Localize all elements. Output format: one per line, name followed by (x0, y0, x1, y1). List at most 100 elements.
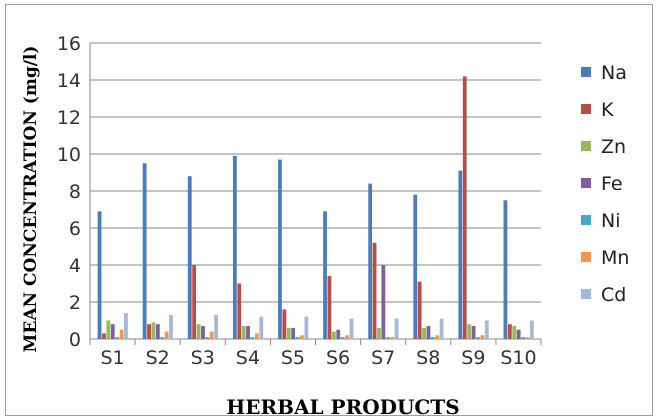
bar-k-s8 (417, 281, 422, 339)
y-tick-label: 0 (69, 329, 81, 351)
bar-ni-s8 (430, 337, 435, 339)
bar-cd-s9 (484, 320, 489, 339)
legend-swatch-zn (581, 141, 591, 151)
bars (97, 76, 534, 340)
legend-swatch-cd (581, 289, 591, 299)
legend-swatch-ni (581, 215, 591, 225)
bar-fe-s9 (471, 326, 476, 339)
bar-k-s3 (192, 265, 197, 339)
legend-swatch-fe (581, 178, 591, 188)
bar-ni-s4 (250, 337, 255, 339)
bar-zn-s5 (286, 327, 291, 339)
bar-cd-s1 (124, 313, 128, 339)
bar-na-s10 (503, 200, 508, 339)
bar-k-s1 (102, 333, 106, 339)
x-tick-label: S2 (146, 347, 170, 369)
legend-label-cd: Cd (601, 284, 626, 306)
bar-mn-s9 (480, 335, 485, 339)
bar-fe-s7 (381, 265, 386, 339)
y-tick-label: 2 (69, 292, 81, 314)
bar-k-s7 (372, 242, 377, 339)
bar-ni-s5 (295, 337, 300, 339)
x-axis-title: HERBAL PRODUCTS (226, 395, 459, 419)
bar-cd-s10 (529, 320, 534, 339)
bar-mn-s5 (300, 335, 304, 339)
bar-na-s2 (142, 163, 147, 339)
bar-k-s5 (282, 309, 287, 339)
bar-cd-s3 (214, 314, 219, 339)
bar-zn-s8 (422, 327, 426, 339)
bar-na-s5 (278, 159, 282, 339)
x-tick-label: S8 (416, 347, 440, 369)
y-tick-label: 10 (57, 144, 81, 166)
bar-mn-s4 (254, 333, 259, 339)
bar-zn-s7 (377, 327, 381, 339)
bar-na-s9 (458, 170, 463, 339)
bar-cd-s6 (349, 318, 354, 339)
bar-na-s1 (97, 211, 102, 339)
bar-k-s6 (327, 276, 332, 339)
bar-zn-s1 (106, 320, 111, 339)
bar-cd-s7 (394, 318, 399, 339)
bar-ni-s1 (115, 337, 120, 339)
y-tick-label: 14 (57, 70, 81, 92)
bar-zn-s10 (512, 326, 517, 339)
bar-na-s4 (232, 155, 237, 339)
bar-k-s4 (237, 283, 242, 339)
bar-k-s10 (507, 324, 512, 339)
bar-zn-s2 (151, 322, 156, 339)
bar-fe-s10 (516, 329, 521, 339)
bar-k-s2 (147, 324, 151, 339)
bar-ni-s2 (160, 337, 165, 339)
bar-fe-s1 (110, 324, 115, 339)
bar-na-s8 (413, 194, 418, 339)
chart-frame (5, 4, 653, 416)
x-tick-labels: S1 S2 S3 S4 S5 S6 S7 S8 S9 S10 (89, 339, 542, 369)
bar-k-s9 (462, 76, 467, 340)
bar-ni-s3 (205, 337, 210, 339)
x-tick-label: S10 (500, 347, 536, 369)
y-tick-labels: 0 2 4 6 8 10 12 14 16 (57, 33, 81, 351)
x-tick-label: S9 (461, 347, 485, 369)
y-axis-title: MEAN CONCENTRATION (mg/l) (21, 46, 41, 353)
bar-zn-s9 (467, 324, 472, 339)
legend-label-k: K (601, 99, 614, 121)
x-tick-label: S7 (371, 347, 395, 369)
bar-mn-s3 (209, 331, 214, 339)
bar-zn-s3 (196, 324, 201, 339)
bar-ni-s9 (476, 337, 480, 339)
bar-na-s3 (187, 176, 192, 339)
bar-cd-s8 (439, 318, 444, 339)
bar-fe-s3 (201, 326, 205, 339)
bar-cd-s4 (259, 316, 264, 339)
y-tick-label: 8 (69, 181, 81, 203)
bar-mn-s1 (119, 329, 124, 339)
x-tick-label: S1 (100, 347, 124, 369)
bar-mn-s10 (525, 337, 530, 339)
x-tick-label: S4 (236, 347, 260, 369)
bar-cd-s5 (304, 316, 309, 339)
y-tick-label: 4 (69, 255, 81, 277)
bar-fe-s2 (155, 324, 160, 339)
bar-mn-s2 (164, 331, 169, 339)
legend: Na K Zn Fe Ni Mn Cd (581, 62, 629, 306)
bar-mn-s8 (435, 335, 440, 339)
x-tick-label: S3 (191, 347, 215, 369)
x-tick-label: S6 (326, 347, 350, 369)
legend-swatch-mn (581, 252, 591, 262)
bar-zn-s6 (331, 331, 336, 339)
bar-na-s6 (323, 211, 327, 339)
x-tick-label: S5 (281, 347, 305, 369)
y-tick-label: 12 (57, 107, 81, 129)
legend-label-na: Na (601, 62, 627, 84)
bar-zn-s4 (241, 326, 246, 339)
bar-cd-s2 (169, 314, 173, 339)
bar-fe-s6 (336, 329, 341, 339)
legend-label-zn: Zn (601, 136, 626, 158)
legend-label-mn: Mn (601, 247, 629, 269)
legend-label-fe: Fe (601, 173, 623, 195)
legend-swatch-k (581, 104, 591, 114)
y-tick-label: 6 (69, 218, 81, 240)
bar-fe-s4 (246, 326, 250, 339)
bar-ni-s10 (521, 337, 525, 339)
